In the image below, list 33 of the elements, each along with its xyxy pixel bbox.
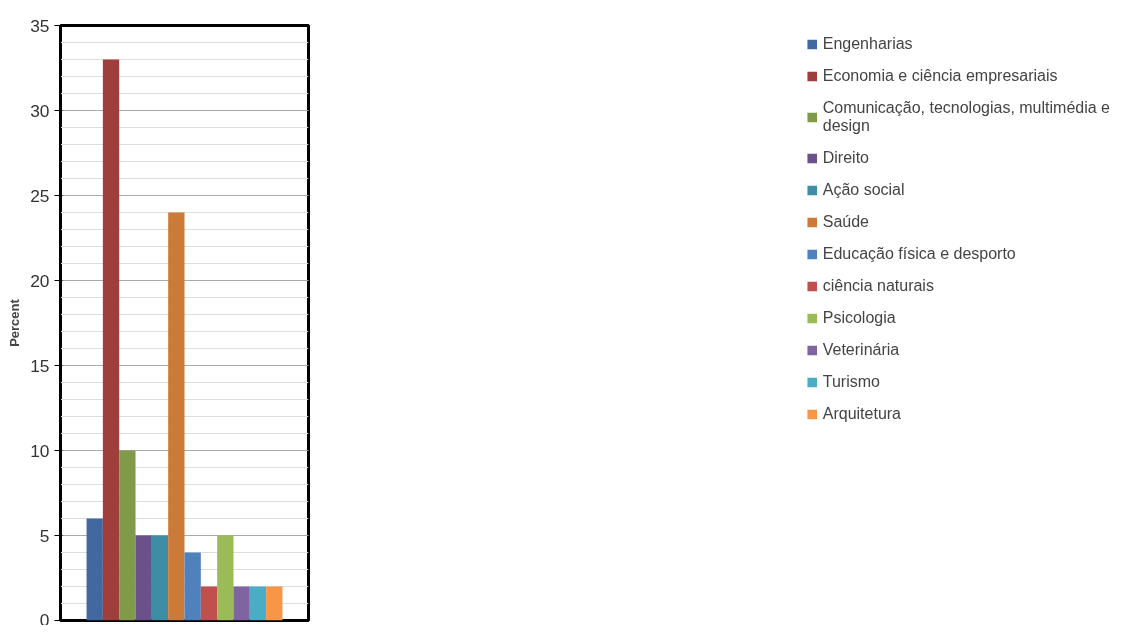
bar [200,586,218,621]
legend-label: Veterinária [822,341,900,359]
legend-label: Arquitetura [822,405,901,423]
legend-label: Saúde [822,213,869,231]
legend-label: ciência naturais [822,277,934,295]
bar [86,518,103,621]
y-tick-label: 25 [30,185,50,206]
bar [233,586,250,621]
y-tick-label: 30 [30,100,50,121]
legend-label: Educação física e desporto [822,245,1016,263]
bar [151,535,169,621]
bar [184,552,201,621]
bar [102,59,120,621]
y-tick-label: 15 [30,355,50,376]
y-tick-label: 0 [39,609,50,630]
y-tick-label: 5 [39,525,50,546]
legend-label: Ação social [822,181,905,199]
y-tick-label: 20 [30,270,50,291]
y-tick-label: 10 [30,440,50,461]
y-axis-title: Percent [7,298,23,347]
bar [249,586,267,621]
legend-label: Economia e ciência empresariais [822,67,1058,85]
bar [266,586,283,621]
legend-label: Direito [822,149,869,167]
legend-label: Psicologia [822,309,896,327]
y-tick-label: 35 [30,15,50,36]
legend-label: Turismo [822,373,880,391]
bar [135,535,152,621]
bar [168,212,185,621]
bar [217,535,234,621]
legend-label: Engenharias [822,35,913,53]
bar [119,450,136,621]
legend-label: Comunicação, tecnologias, multimédia e design [822,99,1110,135]
